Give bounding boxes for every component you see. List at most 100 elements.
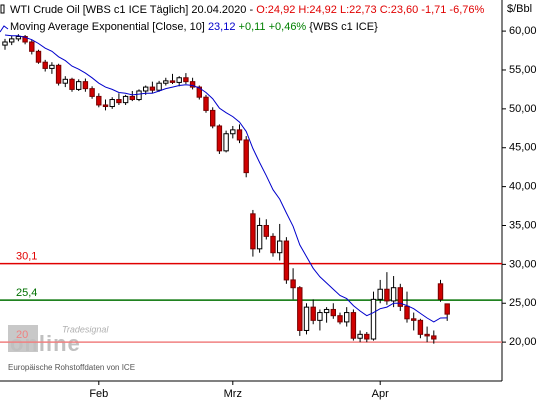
candle-body [129,95,136,101]
candle-body [96,95,102,106]
candle-body [9,38,15,43]
x-tick-label: Mrz [224,388,242,400]
y-tick-label: 60,00 [509,25,537,37]
candle-body [263,224,270,237]
candle-body [102,104,109,108]
candle-body [210,109,216,127]
candle-body [69,78,75,90]
candle-body [317,312,323,321]
legend-part: {WBS c1 ICE} [309,21,378,33]
x-tick-label: Apr [372,388,389,400]
candle-body [230,129,236,135]
candle-body [243,139,249,174]
candle-body [22,36,28,43]
candle-body [76,81,82,90]
candle-body [156,82,162,91]
level-label: 20 [16,329,28,341]
candle-body [411,318,417,321]
y-tick-label: 40,00 [509,181,537,193]
legend: WTI Crude Oil [WBS c1 ICE Täglich] 20.04… [10,4,485,16]
candle-body [169,80,176,83]
candle-body [109,99,115,108]
y-tick-label: 35,00 [509,219,537,231]
candle-body [330,308,337,317]
candle-body [163,80,169,84]
watermark-brand: Tradesignal [62,324,109,334]
level-label: 30,1 [16,250,37,262]
candle-body [196,86,203,98]
y-tick-label: 55,00 [509,64,537,76]
candle-body [310,306,316,321]
candle-body [149,86,156,91]
candle-body [89,88,95,97]
candle-body [35,50,42,63]
candle-body [390,287,397,302]
ema-line [4,34,448,323]
candle-body [350,312,357,339]
x-tick-label: Feb [89,388,108,400]
candle-body [357,333,363,339]
level-label: 25,4 [16,287,37,299]
candle-body [250,213,256,250]
candle-body [283,240,290,281]
candle-body [370,298,377,340]
legend-part: O:24,92 H:24,92 L:22,73 C:23,60 -1,71 -6… [256,4,484,16]
candle-body [437,283,444,300]
candle-body [364,333,370,340]
candle-body [377,288,383,300]
candle-body [29,41,35,52]
candle-body [216,125,223,152]
watermark-box [8,325,38,352]
candle-body [384,288,390,302]
legend-part: WTI Crude Oil [WBS c1 ICE Täglich] 20.04… [10,4,253,16]
candle-body [189,81,196,88]
candle-body [2,41,8,46]
legend-part: Moving Average Exponential [Close, 10] [10,21,205,33]
candle-body [444,303,450,315]
candle-body [236,129,243,141]
candle-body [136,90,142,101]
candle-body [277,240,283,254]
watermark-logo: online [10,331,81,356]
candle-body [290,279,296,289]
candle-body [256,224,263,250]
candle-body [82,81,89,90]
candle-body [431,335,437,340]
candle-body [55,64,62,84]
legend: Moving Average Exponential [Close, 10] 2… [10,21,378,33]
candle-body [122,95,129,104]
candle-body [323,308,330,314]
y-tick-label: 20,00 [509,336,537,348]
legend-icon [0,25,9,33]
y-tick-label: 30,00 [509,258,537,270]
candle-body [424,333,430,337]
candle-body [116,99,122,104]
y-tick-label: 50,00 [509,103,537,115]
candle-body [62,78,68,84]
candle-body [42,61,48,69]
legend-part: 23,12 [208,21,236,33]
candle-body [183,77,189,83]
y-tick-label: 25,00 [509,297,537,309]
legend-part: +0,11 +0,46% [239,21,307,33]
candle-body [223,133,229,152]
y-unit: $/Bbl [507,3,532,15]
candle-body [49,64,55,69]
legend-icon [0,4,5,14]
candle-body [337,315,343,323]
candle-body [176,77,182,83]
watermark: Tradesignal online [8,324,109,356]
candle-body [143,86,149,92]
candle-body [344,312,350,323]
candle-body [15,36,22,40]
candle-body [297,287,303,331]
candle-body [404,305,410,320]
candle-body [417,319,424,335]
candle-body [270,235,276,254]
candle-body [303,306,310,331]
candle-body [397,287,404,307]
y-tick-label: 45,00 [509,142,537,154]
candle-body [203,96,209,111]
